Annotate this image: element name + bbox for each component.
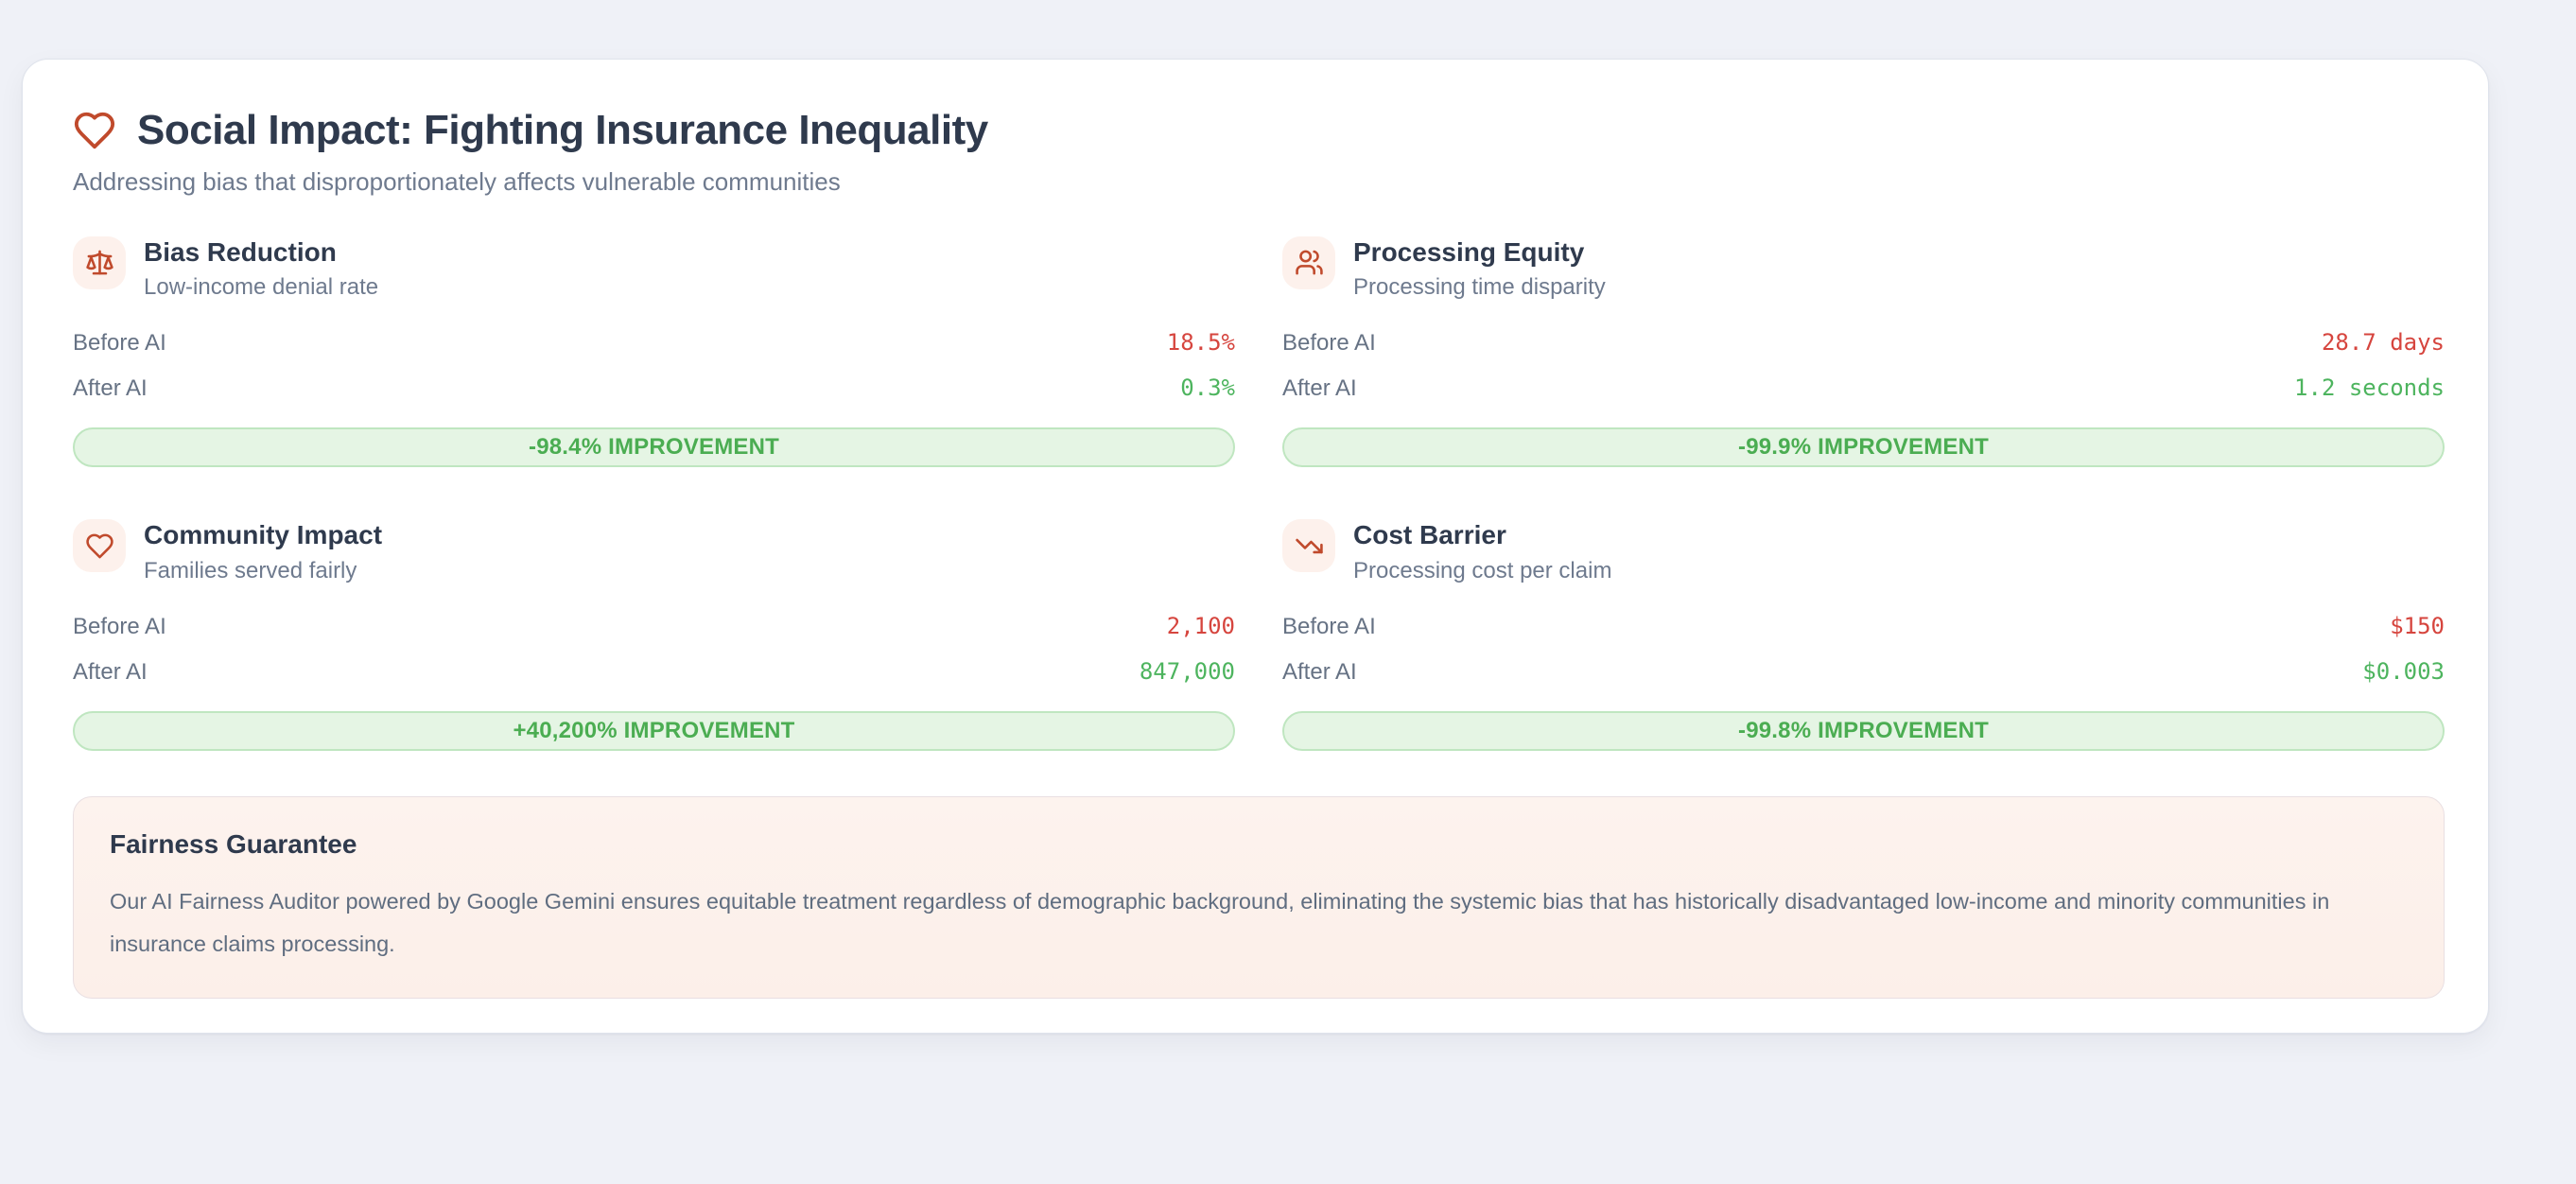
improvement-badge: +40,200% IMPROVEMENT: [73, 710, 1235, 751]
metric-card-cost-barrier: Cost Barrier Processing cost per claim B…: [1282, 519, 2445, 751]
users-icon: [1282, 235, 1335, 289]
before-ai-label: Before AI: [73, 613, 166, 639]
after-ai-row: After AI $0.003: [1282, 658, 2445, 686]
after-ai-label: After AI: [73, 658, 148, 685]
metric-subtitle: Low-income denial rate: [144, 274, 379, 301]
after-ai-value: 847,000: [1139, 657, 1235, 685]
after-ai-label: After AI: [73, 375, 148, 402]
before-ai-label: Before AI: [1282, 613, 1376, 639]
metric-subtitle: Processing time disparity: [1353, 274, 1606, 301]
card-header: Social Impact: Fighting Insurance Inequa…: [73, 106, 2445, 197]
heart-icon: [73, 519, 126, 573]
metric-header: Cost Barrier Processing cost per claim: [1282, 519, 2445, 584]
metric-title: Cost Barrier: [1353, 520, 1506, 550]
metric-heading-text: Bias Reduction Low-income denial rate: [144, 236, 378, 302]
metric-card-processing-equity: Processing Equity Processing time dispar…: [1282, 235, 2445, 468]
trending-down-icon: [1282, 519, 1335, 573]
title-row: Social Impact: Fighting Insurance Inequa…: [73, 106, 2445, 156]
heart-icon: [74, 113, 115, 149]
fairness-title: Fairness Guarantee: [110, 828, 357, 859]
metric-title: Community Impact: [144, 520, 383, 550]
metric-subtitle: Processing cost per claim: [1353, 557, 1612, 583]
improvement-badge: -99.8% IMPROVEMENT: [1282, 710, 2445, 751]
after-ai-label: After AI: [1282, 375, 1357, 402]
metric-card-bias-reduction: Bias Reduction Low-income denial rate Be…: [73, 235, 1235, 468]
before-ai-row: Before AI $150: [1282, 613, 2445, 640]
metric-subtitle: Families served fairly: [144, 557, 357, 583]
metric-rows: Before AI 18.5% After AI 0.3%: [73, 329, 1235, 402]
before-ai-label: Before AI: [73, 330, 166, 357]
after-ai-row: After AI 847,000: [73, 658, 1235, 686]
fairness-body: Our AI Fairness Auditor powered by Googl…: [110, 888, 2330, 957]
metric-header: Processing Equity Processing time dispar…: [1282, 235, 2445, 302]
metric-rows: Before AI 28.7 days After AI 1.2 seconds: [1282, 329, 2445, 402]
after-ai-value: 1.2 seconds: [2294, 374, 2445, 402]
after-ai-value: 0.3%: [1180, 374, 1235, 402]
before-ai-row: Before AI 18.5%: [73, 329, 1235, 357]
metric-heading-text: Community Impact Families served fairly: [144, 519, 382, 584]
metric-rows: Before AI $150 After AI $0.003: [1282, 613, 2445, 686]
metrics-grid: Bias Reduction Low-income denial rate Be…: [73, 235, 2445, 751]
metric-rows: Before AI 2,100 After AI 847,000: [73, 613, 1235, 686]
before-ai-value: 28.7 days: [2321, 329, 2445, 357]
social-impact-card: Social Impact: Fighting Insurance Inequa…: [22, 59, 2489, 1034]
fairness-guarantee-panel: Fairness Guarantee Our AI Fairness Audit…: [73, 795, 2445, 999]
before-ai-label: Before AI: [1282, 330, 1376, 357]
before-ai-value: 18.5%: [1166, 329, 1235, 357]
metric-heading-text: Cost Barrier Processing cost per claim: [1353, 519, 1611, 584]
after-ai-row: After AI 0.3%: [73, 374, 1235, 402]
page-title: Social Impact: Fighting Insurance Inequa…: [137, 107, 988, 153]
before-ai-value: $150: [2390, 612, 2445, 639]
metric-title: Bias Reduction: [144, 236, 337, 267]
metric-header: Community Impact Families served fairly: [73, 519, 1235, 584]
before-ai-row: Before AI 2,100: [73, 613, 1235, 640]
after-ai-label: After AI: [1282, 658, 1357, 685]
after-ai-row: After AI 1.2 seconds: [1282, 374, 2445, 402]
metric-header: Bias Reduction Low-income denial rate: [73, 235, 1235, 302]
metric-card-community-impact: Community Impact Families served fairly …: [73, 519, 1235, 751]
after-ai-value: $0.003: [2362, 657, 2445, 685]
metric-title: Processing Equity: [1353, 236, 1585, 267]
before-ai-row: Before AI 28.7 days: [1282, 329, 2445, 357]
improvement-badge: -99.9% IMPROVEMENT: [1282, 427, 2445, 468]
improvement-badge: -98.4% IMPROVEMENT: [73, 427, 1235, 468]
scales-icon: [73, 235, 126, 289]
before-ai-value: 2,100: [1166, 612, 1235, 639]
metric-heading-text: Processing Equity Processing time dispar…: [1353, 236, 1606, 302]
page-subtitle: Addressing bias that disproportionately …: [73, 166, 841, 196]
